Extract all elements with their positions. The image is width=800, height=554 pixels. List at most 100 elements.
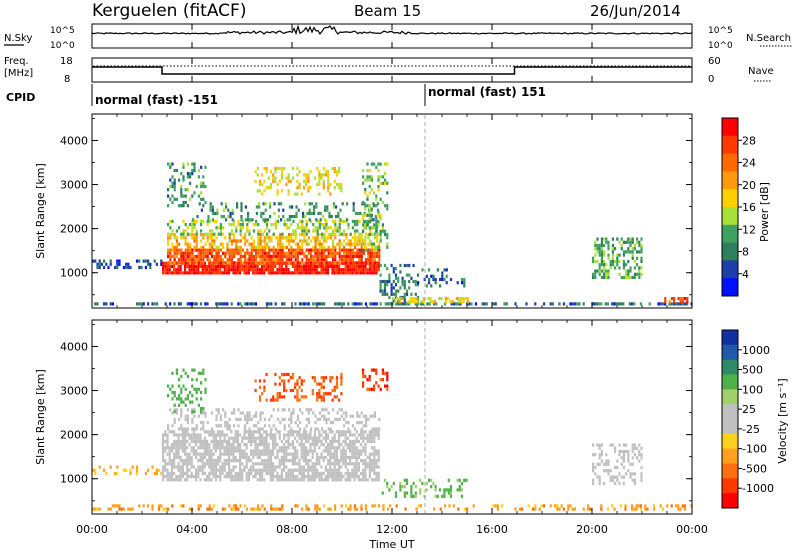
power-cell-6: [247, 211, 250, 215]
velocity-cell-2: [258, 475, 261, 479]
power-cell-4: [211, 242, 214, 246]
power-cell-4: [296, 242, 299, 246]
velocity-cell-0: [164, 507, 167, 511]
power-cell-7: [180, 184, 183, 189]
velocity-cell-2: [258, 471, 261, 475]
power-cell-4: [208, 233, 211, 237]
power-cell-2: [168, 271, 171, 275]
velocity-cell-3: [327, 427, 330, 431]
velocity-cell-2: [311, 439, 314, 443]
velocity-cell-3: [246, 411, 249, 415]
velocity-cell-2: [364, 449, 367, 453]
power-cell-12: [449, 300, 452, 304]
power-cell-4: [288, 236, 291, 240]
power-cell-4: [360, 245, 363, 249]
power-cell-4: [268, 245, 271, 249]
power-cell-0: [628, 302, 631, 306]
power-cell-2: [349, 271, 352, 275]
power-cell-4: [211, 245, 214, 249]
power-cell-12: [396, 297, 399, 301]
velocity-cell-2: [283, 455, 286, 459]
colorbar-swatch: [722, 404, 738, 420]
power-cell-9: [364, 245, 367, 249]
power-cell-0: [681, 302, 684, 306]
power-cell-8: [305, 173, 308, 177]
power-cell-0: [151, 302, 154, 306]
velocity-cell-3: [191, 427, 194, 431]
power-cell-5: [365, 223, 368, 227]
velocity-cell-2: [285, 433, 288, 437]
power-cell-3: [268, 258, 271, 262]
power-cell-0: [215, 302, 218, 306]
velocity-cell-2: [239, 452, 242, 456]
velocity-cell-0: [521, 507, 524, 511]
velocity-cell-2: [252, 455, 255, 459]
velocity-cell-2: [203, 462, 206, 466]
velocity-cell-2: [335, 471, 338, 475]
velocity-cell-2: [206, 449, 209, 453]
power-cell-2: [309, 268, 312, 272]
power-cell-4: [270, 239, 273, 243]
velocity-cell-8: [622, 456, 625, 460]
power-cell-0: [457, 302, 460, 306]
power-cell-2: [296, 264, 299, 269]
velocity-cell-2: [338, 436, 341, 440]
velocity-cell-0: [254, 507, 257, 511]
velocity-cell-2: [221, 443, 224, 447]
velocity-cell-2: [355, 455, 358, 459]
power-cell-3: [343, 258, 346, 262]
velocity-cell-2: [258, 478, 261, 482]
power-cell-4: [318, 239, 321, 243]
velocity-cell-2: [256, 478, 259, 482]
velocity-cell-3: [290, 421, 293, 425]
velocity-cell-2: [316, 462, 319, 466]
power-cell-3: [178, 248, 181, 252]
power-cell-2: [184, 271, 187, 275]
power-cell-3: [314, 261, 317, 265]
power-cell-3: [378, 251, 381, 255]
power-cell-4: [367, 233, 370, 237]
velocity-cell-0: [382, 507, 385, 511]
power-cell-3: [369, 248, 372, 252]
power-cell-3: [279, 248, 282, 252]
power-cell-3: [255, 251, 258, 255]
velocity-cell-2: [179, 439, 182, 443]
velocity-cell-2: [300, 468, 303, 472]
velocity-cell-2: [225, 439, 228, 443]
velocity-cell-1: [98, 465, 101, 469]
velocity-cell-8: [614, 481, 617, 486]
velocity-cell-0: [270, 507, 273, 511]
velocity-cell-2: [280, 462, 283, 466]
power-cell-2: [283, 271, 286, 275]
velocity-cell-2: [232, 465, 235, 469]
velocity-cell-2: [197, 465, 200, 469]
velocity-cell-2: [245, 455, 248, 459]
power-cell-3: [239, 248, 242, 252]
power-cell-2: [302, 268, 305, 272]
power-cell-3: [255, 248, 258, 252]
power-cell-3: [270, 254, 273, 259]
velocity-cell-0: [224, 507, 227, 511]
velocity-cell-2: [208, 471, 211, 475]
velocity-cell-2: [192, 452, 195, 456]
velocity-cell-8: [600, 443, 603, 447]
velocity-cell-3: [233, 411, 236, 415]
velocity-cell-6: [381, 378, 384, 382]
velocity-cell-2: [203, 455, 206, 459]
velocity-cell-5: [331, 388, 334, 393]
power-cell-10: [403, 286, 406, 290]
power-cell-4: [369, 239, 372, 243]
power-cell-4: [239, 233, 242, 237]
power-cell-7: [169, 197, 172, 201]
power-cell-2: [333, 271, 336, 275]
velocity-cell-2: [173, 439, 176, 443]
power-cell-4: [180, 236, 183, 240]
velocity-cell-3: [219, 424, 222, 428]
velocity-cell-2: [373, 459, 376, 463]
power-cell-4: [244, 236, 247, 240]
velocity-cell-2: [331, 455, 334, 459]
colorbar-swatch: [722, 389, 738, 405]
velocity-cell-2: [353, 475, 356, 479]
power-cell-4: [334, 233, 337, 237]
power-cell-3: [325, 254, 328, 259]
